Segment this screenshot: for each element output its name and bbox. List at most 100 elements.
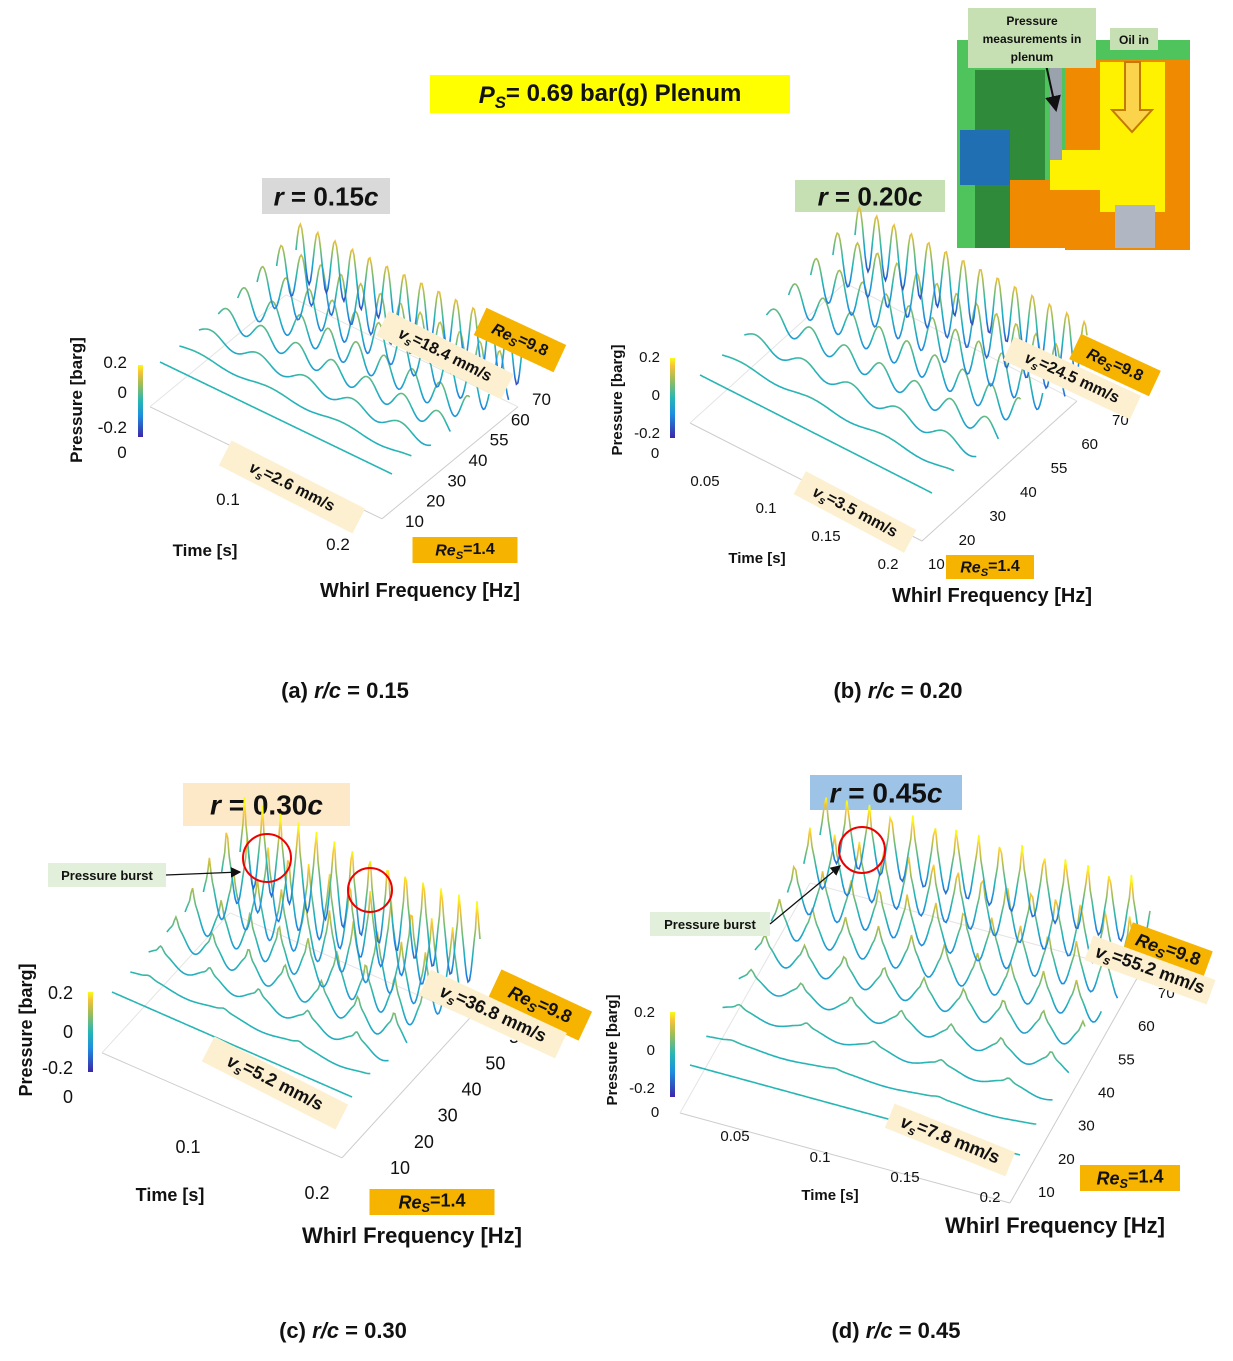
text-part: c xyxy=(364,181,379,211)
frequency-tick-label: 10 xyxy=(405,512,424,531)
frequency-tick-label: 60 xyxy=(511,410,530,429)
time-axis-label: Time [s] xyxy=(173,541,238,560)
heading-box xyxy=(183,783,350,826)
annotation-text: ReS=1.4 xyxy=(960,558,1020,579)
frequency-tick-label: 10 xyxy=(1038,1184,1055,1201)
text-part: S xyxy=(1120,1177,1129,1191)
annotation: ReS=1.4 xyxy=(412,537,518,563)
pressure-axis-label: Pressure [barg] xyxy=(16,963,36,1096)
text-part: = 0.69 bar(g) Plenum xyxy=(506,80,741,107)
pressure-axis-label: Pressure [barg] xyxy=(604,995,621,1106)
axis-line xyxy=(844,282,1078,402)
frequency-axis-label: Whirl Frequency [Hz] xyxy=(892,585,1092,607)
label-box xyxy=(1110,28,1158,50)
pressure-trace xyxy=(256,265,490,411)
annotation-box xyxy=(201,1036,349,1130)
annotation-text: vs=7.8 mm/s xyxy=(897,1110,1003,1172)
frequency-tick-label: 50 xyxy=(485,1053,505,1073)
pressure-trace xyxy=(220,832,463,1001)
annotation-box xyxy=(412,537,518,563)
time-tick-label: 0 xyxy=(651,445,659,462)
annotation-box xyxy=(473,307,567,373)
annotation: vs=7.8 mm/s xyxy=(884,1103,1016,1177)
time-tick-label: 0.2 xyxy=(980,1189,1001,1206)
pressure-tick-label: 0.2 xyxy=(103,353,127,372)
pressure-axis-label: Pressure [barg] xyxy=(67,337,86,463)
text-part: Re xyxy=(1097,1168,1120,1188)
pressure-trace xyxy=(744,333,977,458)
axis-line xyxy=(341,1017,471,1159)
pressure-trace xyxy=(832,231,1066,397)
text-part: =1.4 xyxy=(430,1191,466,1211)
time-axis-label: Time [s] xyxy=(801,1187,858,1204)
pressure-trace xyxy=(765,308,1000,440)
text-part: = 0.30 xyxy=(221,790,307,821)
text-part: S xyxy=(422,1201,431,1215)
frequency-tick-label: 20 xyxy=(426,492,445,511)
burst-circle xyxy=(347,867,393,913)
title-box xyxy=(430,75,790,113)
time-tick-label: 0.2 xyxy=(878,556,899,573)
text-part: =1.4 xyxy=(988,558,1020,575)
annotation-box xyxy=(793,471,917,553)
text-part: S xyxy=(495,93,507,112)
pressure-trace xyxy=(217,307,452,432)
frequency-tick-label: 10 xyxy=(390,1158,410,1178)
annotation-text: ReS=1.4 xyxy=(435,541,495,562)
inset-diagram: Pressure measurements in plenum Oil in xyxy=(957,8,1190,250)
annotation-box xyxy=(419,969,567,1059)
annotation: vs=5.2 mm/s xyxy=(201,1036,349,1130)
frequency-axis-label: Whirl Frequency [Hz] xyxy=(320,580,520,602)
burst-label: Pressure burst xyxy=(61,868,153,883)
pressure-trace xyxy=(130,971,371,1075)
text-part: r xyxy=(830,778,843,809)
text-part: Re xyxy=(435,543,456,560)
pressure-trace xyxy=(166,914,408,1044)
annotation-box xyxy=(1080,1165,1180,1191)
text-part: s xyxy=(402,336,413,350)
pressure-trace xyxy=(722,1003,1053,1101)
pressure-trace xyxy=(787,283,1022,421)
frequency-tick-label: 20 xyxy=(959,532,976,549)
axis-line xyxy=(381,406,519,520)
pressure-axis-label: Pressure [barg] xyxy=(609,345,626,456)
axis-line xyxy=(679,1112,1011,1204)
label-box xyxy=(968,8,1096,68)
time-tick-label: 0.1 xyxy=(175,1137,200,1157)
pressure-trace xyxy=(738,968,1070,1074)
pressure-tick-label: -0.2 xyxy=(629,1080,655,1097)
pressure-trace xyxy=(179,345,412,457)
inset-label: measurements in xyxy=(983,32,1082,46)
text-part: r xyxy=(818,181,830,211)
frequency-tick-label: 40 xyxy=(1020,484,1037,501)
burst-circle xyxy=(242,833,292,883)
frequency-tick-label: 70 xyxy=(532,390,551,409)
annotation: ReS=9.8 xyxy=(1123,922,1213,978)
annotation-box xyxy=(369,1189,495,1215)
text-part: s xyxy=(906,1123,918,1139)
text-part: s xyxy=(1101,953,1112,969)
pressure-trace xyxy=(854,204,1088,379)
pressure-trace xyxy=(786,864,1119,999)
frequency-tick-label: 30 xyxy=(989,508,1006,525)
annotation-box xyxy=(218,440,366,534)
burst-arrow xyxy=(769,865,842,925)
time-tick-label: 0.1 xyxy=(810,1149,831,1166)
pressure-trace xyxy=(819,797,1151,948)
axis-line xyxy=(149,294,287,408)
axis-line xyxy=(809,882,1141,974)
text-part: r/c xyxy=(868,678,895,703)
frequency-tick-label: 55 xyxy=(1118,1051,1135,1068)
pressure-tick-label: 0.2 xyxy=(48,983,73,1003)
annotation-text: ReS=1.4 xyxy=(399,1191,466,1215)
colorbar xyxy=(670,1012,675,1097)
text-part: (c) xyxy=(279,1318,312,1343)
annotation-text: vs=5.2 mm/s xyxy=(222,1049,326,1118)
burst-label-box xyxy=(48,863,166,887)
pressure-trace xyxy=(159,361,393,475)
time-tick-label: 0.15 xyxy=(890,1169,919,1186)
frequency-axis-label: Whirl Frequency [Hz] xyxy=(302,1223,522,1248)
